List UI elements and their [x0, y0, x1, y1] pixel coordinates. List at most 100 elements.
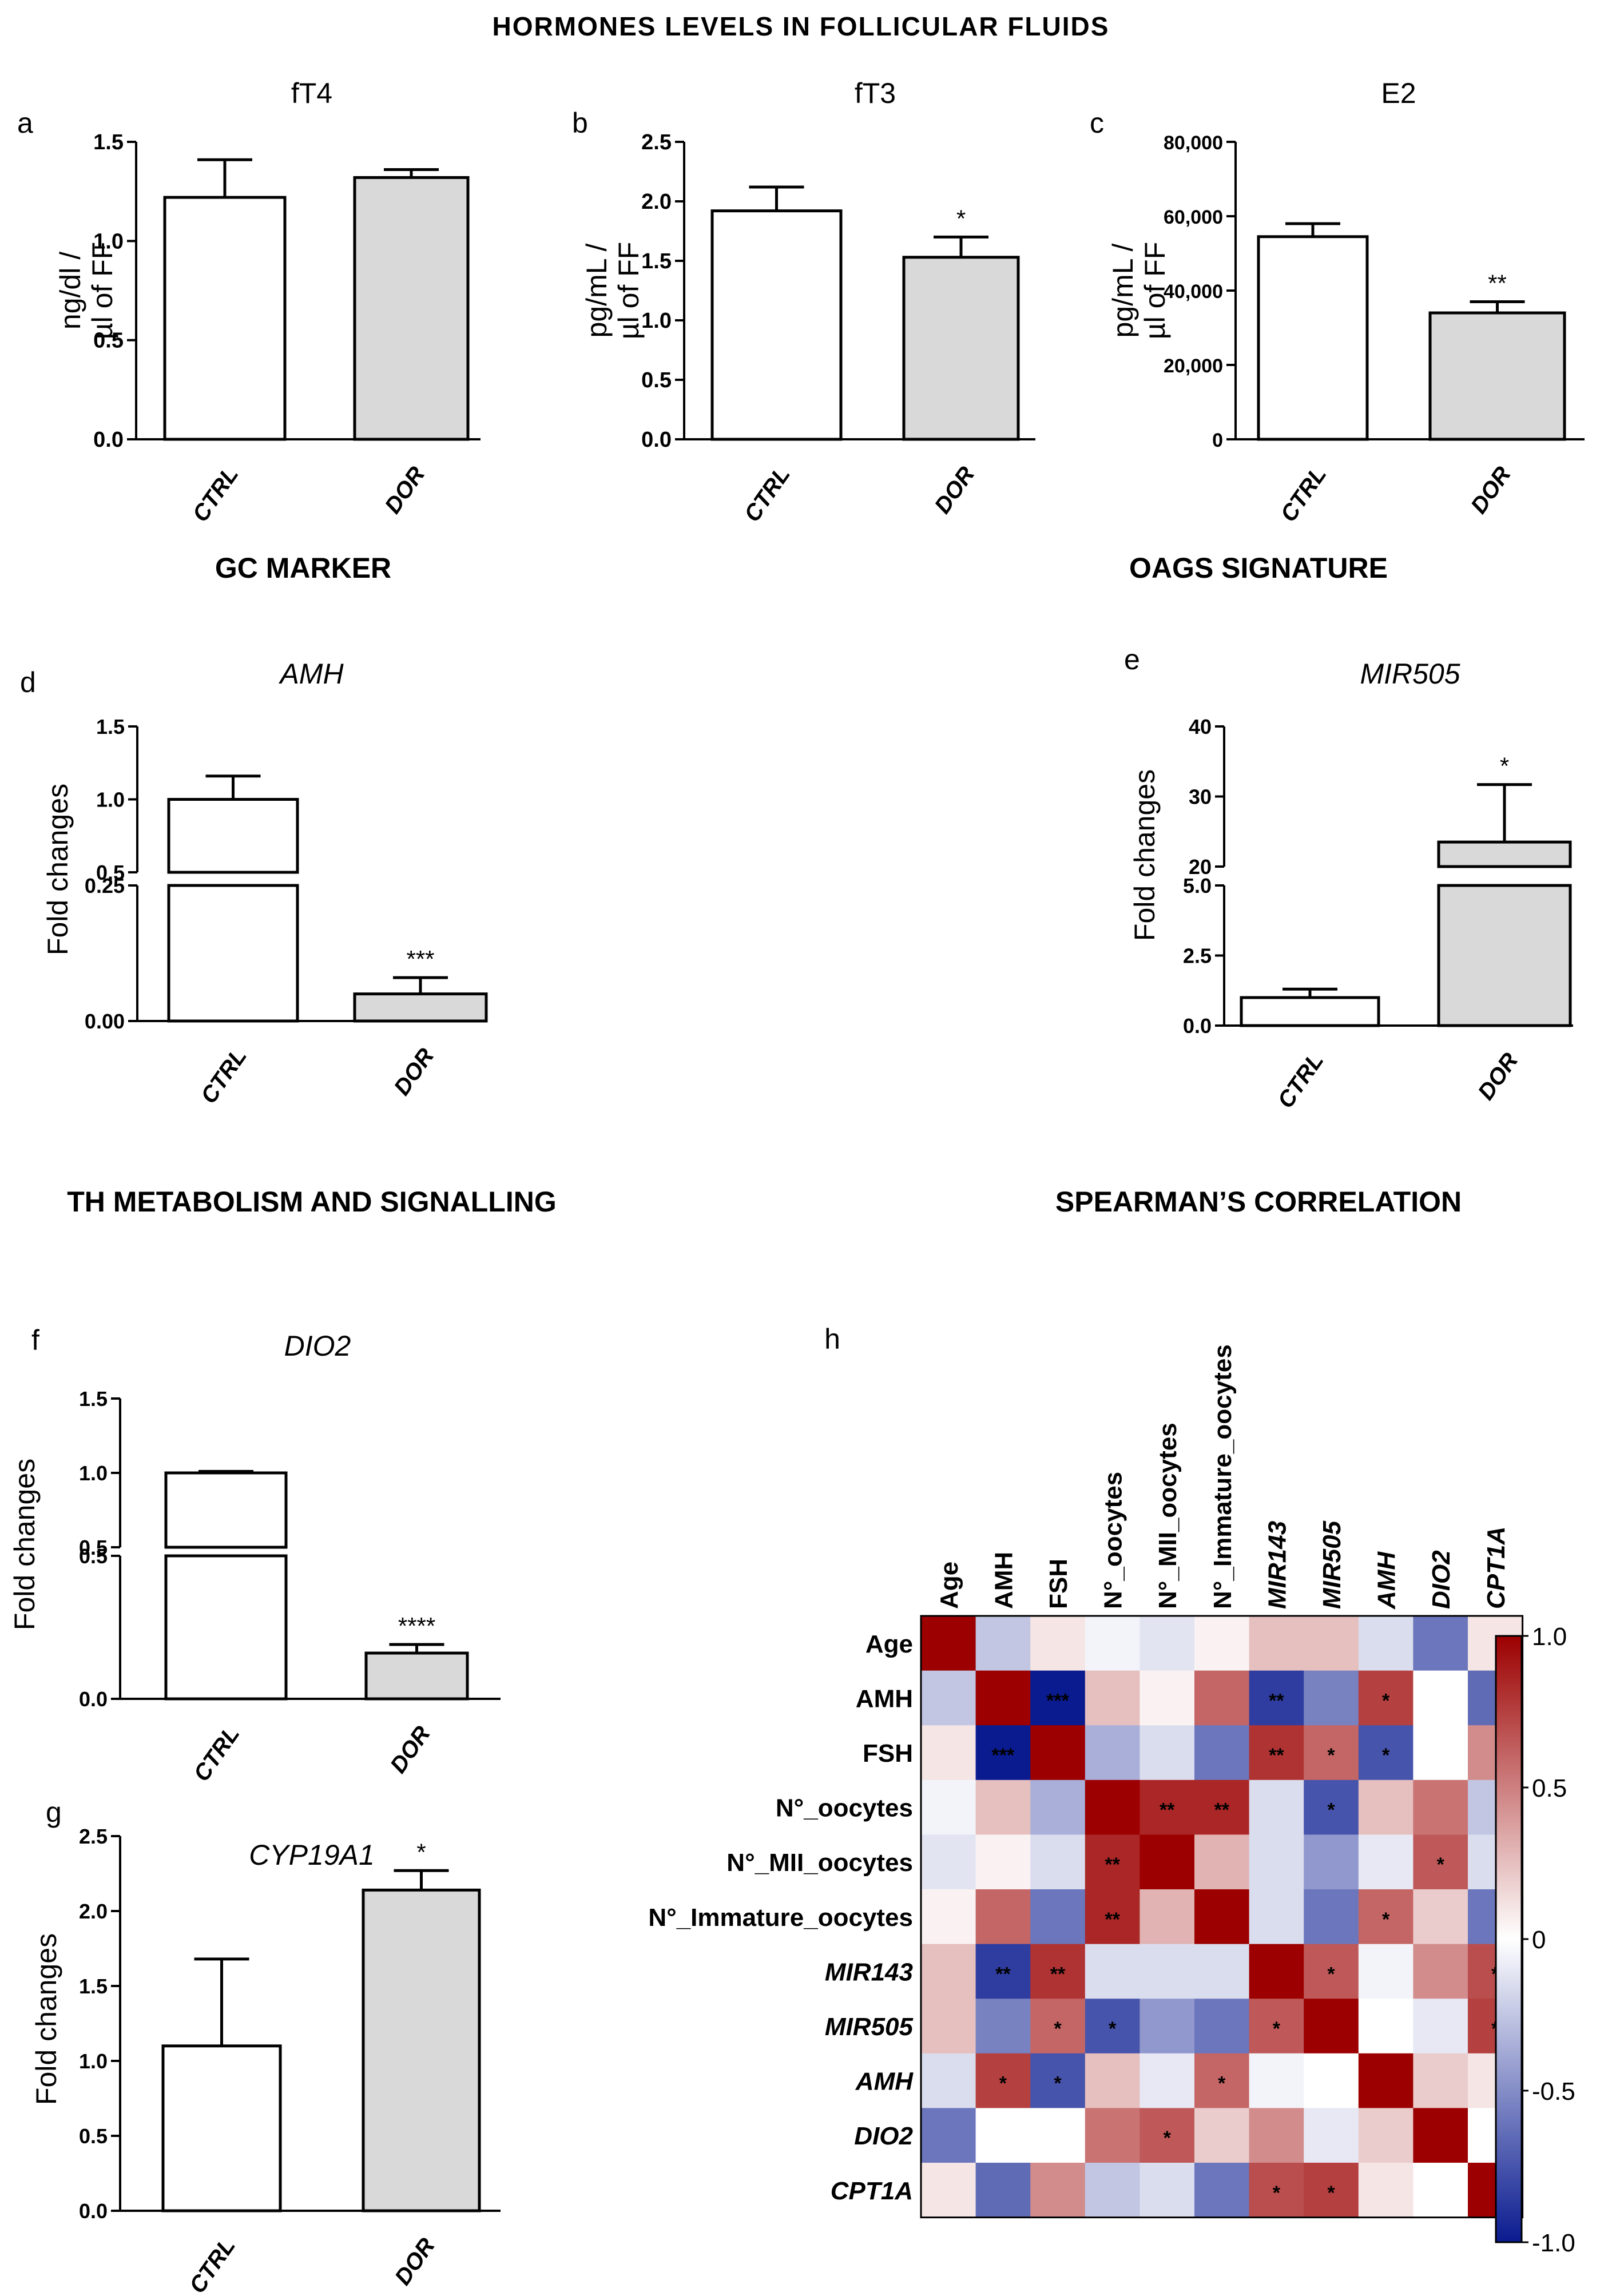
heatmap-cell	[1194, 1834, 1250, 1890]
bar	[1240, 996, 1380, 1027]
heatmap-cell	[1030, 1889, 1086, 1945]
significance-label: *	[956, 205, 966, 232]
heatmap-cell	[1194, 2108, 1250, 2163]
heatmap-cell	[1030, 1725, 1086, 1781]
x-tick-label: CTRL	[1273, 1048, 1328, 1113]
heatmap-cell	[975, 1944, 1031, 1999]
heatmap-cell	[1249, 1889, 1304, 1945]
y-tick-label: 30	[1189, 785, 1212, 809]
colorbar-tick-label: 1.0	[1532, 1623, 1567, 1651]
heatmap-cell	[975, 1616, 1031, 1671]
heatmap-cell	[1194, 1944, 1250, 1999]
y-axis-label: Fold changes	[42, 784, 74, 955]
heatmap-cell	[1139, 1999, 1195, 2054]
heatmap-significance: ***	[1046, 1690, 1069, 1711]
heatmap-cell	[1139, 1944, 1195, 1999]
y-tick-label: 0.5	[79, 1544, 108, 1568]
heatmap-col-label: N°_Immature_oocytes	[1209, 1344, 1237, 1609]
section-title-hormones: HORMONES LEVELS IN FOLLICULAR FLUIDS	[493, 11, 1110, 41]
heatmap-cell	[1358, 1999, 1413, 2054]
y-tick-label: 0.0	[79, 2199, 108, 2223]
heatmap-cell	[1030, 2163, 1086, 2218]
heatmap-cell	[1085, 2163, 1140, 2218]
heatmap-cell	[1304, 1670, 1359, 1726]
heatmap-cell	[975, 1999, 1031, 2054]
heatmap-cell	[1085, 1616, 1140, 1671]
chart-title: AMH	[278, 658, 344, 690]
heatmap-cell	[975, 2053, 1031, 2108]
heatmap-cell	[1085, 1889, 1140, 1945]
heatmap-cell	[1194, 1725, 1250, 1781]
y-tick-label: 80,000	[1164, 132, 1223, 154]
heatmap-cell	[921, 1616, 976, 1671]
heatmap-row-label: FSH	[863, 1739, 913, 1767]
y-tick-label: 0	[1212, 430, 1223, 451]
heatmap-cell	[921, 2053, 976, 2108]
heatmap-cell	[1139, 1779, 1195, 1835]
bar	[1257, 235, 1369, 441]
heatmap-row-label: MIR143	[825, 1958, 913, 1986]
heatmap-cell	[1249, 2108, 1304, 2163]
heatmap-cell	[1030, 2108, 1086, 2163]
heatmap-cell	[1413, 1889, 1468, 1945]
heatmap-row-label: CPT1A	[831, 2177, 913, 2205]
bar	[1428, 311, 1566, 441]
heatmap-col-label: Age	[935, 1562, 963, 1609]
x-tick-label: CTRL	[185, 2234, 240, 2296]
y-tick-label: 40,000	[1164, 281, 1223, 303]
heatmap-cell	[1304, 1944, 1359, 1999]
heatmap-cell	[975, 1725, 1031, 1781]
y-tick-label: 2.0	[641, 190, 672, 214]
chart-title: MIR505	[1360, 658, 1460, 690]
bar	[161, 2044, 282, 2212]
panel-letter: b	[572, 107, 588, 139]
panel-letter: g	[46, 1796, 62, 1828]
y-tick-label: 0.0	[641, 428, 672, 452]
heatmap-col-label: AMH	[1373, 1551, 1401, 1610]
bar-upper	[164, 1471, 288, 1549]
heatmap-row-label: DIO2	[854, 2122, 913, 2150]
panel-letter: h	[824, 1323, 840, 1355]
section-title-oags-signature: OAGS SIGNATURE	[1129, 552, 1388, 584]
significance-label: ****	[398, 1612, 435, 1639]
y-axis-label-line: µl of FF	[1139, 242, 1171, 339]
heatmap-row-label: N°_Immature_oocytes	[648, 1904, 913, 1932]
heatmap-cell	[1139, 2163, 1195, 2218]
heatmap-cell	[1413, 1670, 1468, 1726]
heatmap-cell	[1413, 1834, 1468, 1890]
heatmap-cell	[921, 1999, 976, 2054]
y-tick-label: 2.5	[79, 1825, 108, 1848]
y-tick-label: 2.0	[79, 1900, 108, 1923]
heatmap-frame	[920, 1615, 1524, 2219]
heatmap-cell	[1030, 1616, 1086, 1671]
heatmap-significance: *	[1382, 1909, 1390, 1930]
chart-title: E2	[1381, 77, 1416, 109]
heatmap-cell	[1249, 1670, 1304, 1726]
heatmap-col-label: MIR505	[1318, 1520, 1346, 1609]
y-tick-label: 40	[1189, 715, 1212, 738]
x-tick-label: DOR	[390, 2234, 440, 2290]
heatmap-cell	[1304, 1779, 1359, 1835]
axis-break-gap	[1436, 868, 1573, 884]
heatmap-cell	[1139, 1670, 1195, 1726]
heatmap-significance: *	[1327, 1800, 1335, 1821]
y-tick-label: 20,000	[1164, 355, 1223, 377]
heatmap-cell	[1304, 1725, 1359, 1781]
y-axis-label-line: µl of FF	[613, 242, 645, 339]
heatmap-significance: **	[1214, 1800, 1230, 1821]
heatmap-cell	[1249, 2053, 1304, 2108]
panel-letter: a	[17, 107, 33, 139]
heatmap-cell	[921, 1889, 976, 1945]
y-axis-label: pg/mL / µl of FF	[1107, 242, 1171, 339]
heatmap-cell	[921, 1670, 976, 1726]
bar	[353, 176, 470, 441]
colorbar-tick-label: 0.5	[1532, 1774, 1567, 1802]
y-tick-label: 0.5	[79, 2124, 108, 2148]
heatmap-significance: **	[1160, 1800, 1175, 1821]
heatmap-cell	[1249, 1725, 1304, 1781]
heatmap-significance: *	[1382, 1690, 1390, 1711]
panel-letter: f	[31, 1324, 39, 1356]
heatmap-cell	[1304, 1616, 1359, 1671]
x-tick-label: DOR	[1466, 462, 1516, 518]
